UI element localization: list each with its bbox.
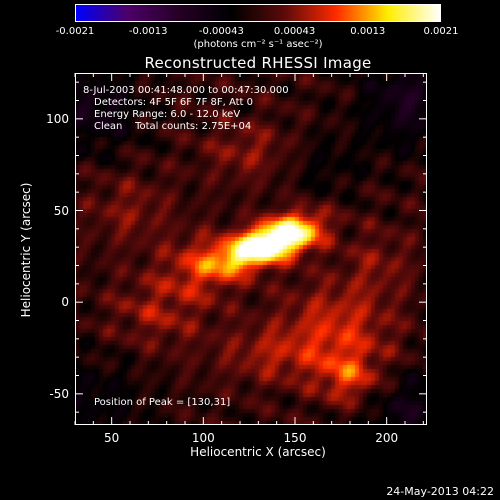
peak-position-label: Position of Peak = [130,31] bbox=[94, 397, 231, 408]
x-tick-label: 150 bbox=[283, 431, 307, 445]
colorbar-tick-label: -0.0013 bbox=[128, 26, 168, 37]
colorbar-tick-label: 0.0021 bbox=[423, 26, 459, 37]
colorbar-tick-label: 0.0013 bbox=[350, 26, 386, 37]
time-range-label: 8-Jul-2003 00:41:48.000 to 00:47:30.000 bbox=[83, 85, 289, 96]
colorbar-tick-label: -0.00043 bbox=[198, 26, 244, 37]
x-tick-label: 200 bbox=[375, 431, 399, 445]
plot-frame bbox=[75, 73, 427, 425]
x-axis-label: Heliocentric X (arcsec) bbox=[190, 445, 326, 459]
colorbar bbox=[75, 4, 441, 22]
y-tick-label: 100 bbox=[46, 111, 69, 126]
detectors-label: Detectors: 4F 5F 6F 7F 8F, Att 0 bbox=[94, 97, 254, 108]
timestamp-footer: 24-May-2013 04:22 bbox=[386, 485, 494, 498]
energy-range-label: Energy Range: 6.0 - 12.0 keV bbox=[94, 109, 241, 120]
colorbar-gradient bbox=[76, 5, 440, 21]
clean-counts-label: Clean Total counts: 2.75E+04 bbox=[94, 121, 252, 132]
y-axis-label: Heliocentric Y (arcsec) bbox=[19, 182, 33, 318]
plot-area: 8-Jul-2003 00:41:48.000 to 00:47:30.000 … bbox=[74, 73, 427, 425]
heatmap-image bbox=[75, 73, 427, 425]
y-tick-label: 0 bbox=[61, 295, 69, 310]
x-tick-label: 50 bbox=[104, 431, 120, 445]
y-tick-label: -50 bbox=[49, 386, 69, 401]
colorbar-tick-label: -0.0021 bbox=[55, 26, 95, 37]
x-tick-label: 100 bbox=[191, 431, 215, 445]
chart-title: Reconstructed RHESSI Image bbox=[144, 54, 372, 72]
y-tick-label: 50 bbox=[53, 203, 69, 218]
plot-axes bbox=[74, 73, 427, 425]
colorbar-units: (photons cm⁻² s⁻¹ asec⁻²) bbox=[193, 39, 323, 50]
colorbar-tick-label: 0.00043 bbox=[273, 26, 316, 37]
